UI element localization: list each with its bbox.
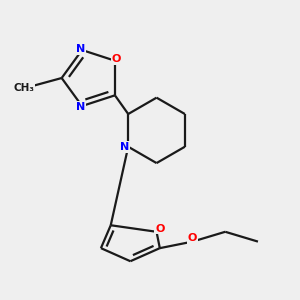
Text: CH₃: CH₃ [14, 83, 34, 93]
Text: N: N [120, 142, 130, 152]
Text: O: O [112, 54, 121, 64]
Text: O: O [155, 224, 164, 233]
Text: N: N [76, 44, 85, 54]
Text: N: N [76, 102, 85, 112]
Text: O: O [188, 233, 197, 243]
